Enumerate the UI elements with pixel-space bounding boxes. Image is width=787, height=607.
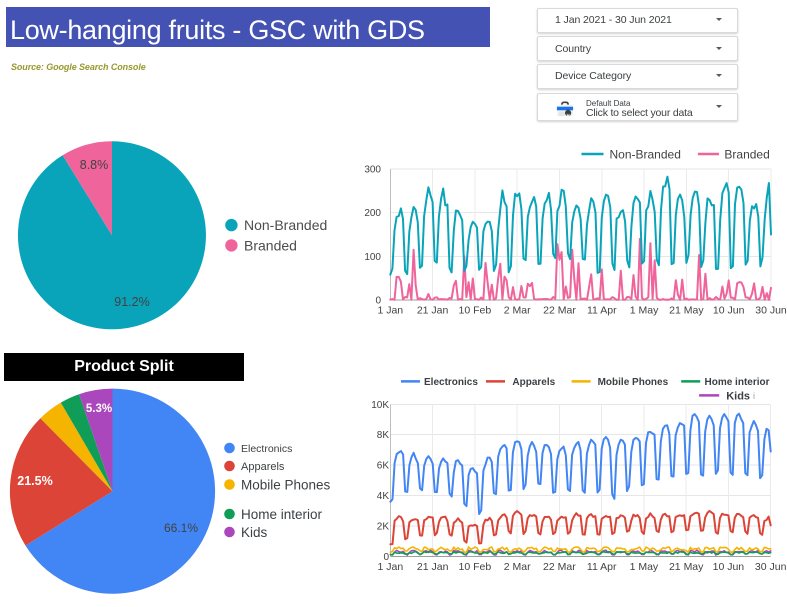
svg-text:1 May: 1 May	[630, 561, 659, 573]
svg-text:22 Mar: 22 Mar	[543, 561, 576, 573]
svg-text:1 May: 1 May	[630, 305, 659, 317]
svg-text:10K: 10K	[371, 400, 389, 411]
svg-text:1 Jan: 1 Jan	[378, 561, 404, 573]
svg-text:30 Jun: 30 Jun	[755, 305, 787, 317]
svg-text:2 Mar: 2 Mar	[504, 561, 531, 573]
svg-text:200: 200	[364, 208, 381, 219]
svg-text:Home interior: Home interior	[241, 507, 323, 522]
svg-text:30 Jun: 30 Jun	[755, 561, 787, 573]
svg-text:8K: 8K	[377, 430, 390, 441]
svg-text:66.1%: 66.1%	[164, 521, 198, 535]
svg-text:11 Apr: 11 Apr	[587, 305, 617, 317]
svg-text:0: 0	[375, 296, 381, 307]
svg-text:Apparels: Apparels	[512, 377, 555, 388]
svg-text:Branded: Branded	[244, 237, 297, 253]
svg-text:Electronics: Electronics	[424, 377, 478, 388]
svg-text:6K: 6K	[377, 461, 390, 472]
svg-text:i: i	[753, 391, 755, 401]
svg-text:21.5%: 21.5%	[17, 474, 52, 488]
svg-text:10 Feb: 10 Feb	[459, 305, 492, 317]
svg-text:Mobile Phones: Mobile Phones	[241, 477, 331, 492]
svg-text:21 May: 21 May	[669, 561, 704, 573]
svg-text:Home interior: Home interior	[705, 377, 770, 388]
svg-text:Branded: Branded	[724, 147, 769, 161]
svg-text:100: 100	[364, 252, 381, 263]
svg-text:Mobile Phones: Mobile Phones	[598, 377, 669, 388]
svg-text:Electronics: Electronics	[241, 443, 292, 455]
svg-text:Non-Branded: Non-Branded	[244, 217, 327, 233]
svg-text:21 Jan: 21 Jan	[417, 561, 449, 573]
svg-text:Non-Branded: Non-Branded	[610, 147, 681, 161]
svg-text:10 Feb: 10 Feb	[459, 561, 492, 573]
svg-text:10 Jun: 10 Jun	[713, 305, 745, 317]
svg-text:91.2%: 91.2%	[114, 295, 149, 309]
svg-text:8.8%: 8.8%	[80, 158, 109, 172]
svg-text:21 May: 21 May	[669, 305, 704, 317]
svg-text:22 Mar: 22 Mar	[543, 305, 576, 317]
svg-text:21 Jan: 21 Jan	[417, 305, 449, 317]
svg-text:11 Apr: 11 Apr	[587, 561, 617, 573]
svg-text:Apparels: Apparels	[241, 461, 285, 473]
svg-text:Kids: Kids	[726, 390, 750, 402]
svg-text:2 Mar: 2 Mar	[504, 305, 531, 317]
svg-text:10 Jun: 10 Jun	[713, 561, 745, 573]
svg-text:2K: 2K	[377, 522, 390, 533]
svg-text:1 Jan: 1 Jan	[377, 305, 403, 317]
svg-text:300: 300	[364, 165, 381, 176]
svg-text:5.3%: 5.3%	[86, 403, 112, 415]
svg-text:0: 0	[383, 552, 389, 563]
svg-text:4K: 4K	[377, 491, 390, 502]
svg-text:Kids: Kids	[241, 525, 268, 540]
